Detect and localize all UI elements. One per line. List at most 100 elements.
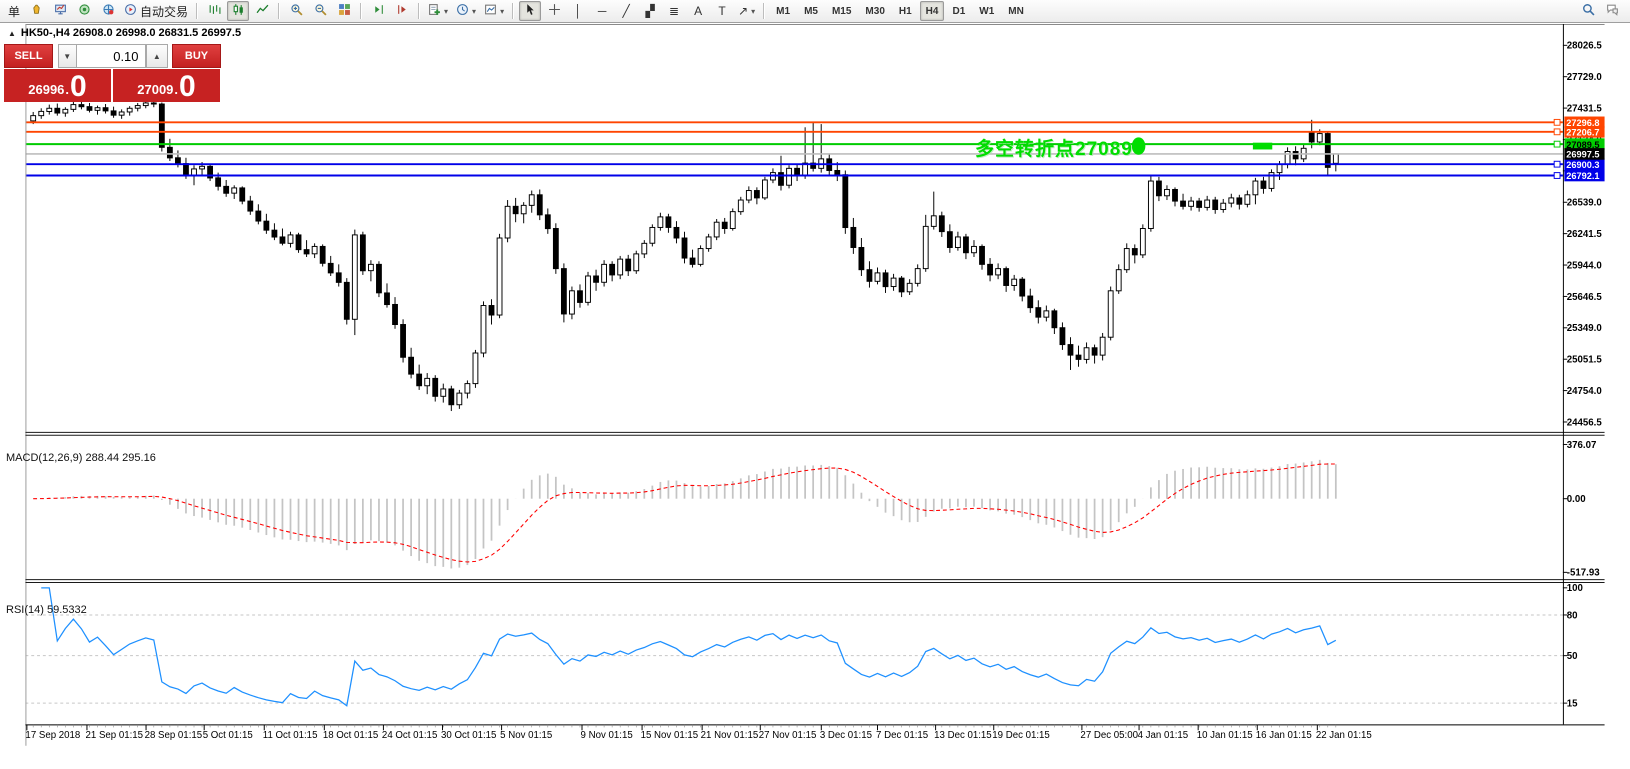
- chat-button[interactable]: [1601, 1, 1623, 21]
- chart-annotation[interactable]: 多空转折点27089: [975, 139, 1133, 160]
- buy-price-display[interactable]: 27009 . 0: [113, 69, 220, 102]
- svg-text:5 Nov 01:15: 5 Nov 01:15: [500, 730, 552, 741]
- fibonacci-icon: ≣: [669, 4, 680, 18]
- svg-text:24754.0: 24754.0: [1567, 386, 1602, 397]
- navigator-icon: [78, 3, 91, 19]
- periods-icon: [456, 3, 469, 19]
- indicators-button[interactable]: ▾: [425, 1, 451, 21]
- one-click-trading-panel: SELL ▼ ▲ BUY 26996 . 0 27009 . 0: [4, 44, 222, 102]
- crosshair-button[interactable]: [543, 1, 565, 21]
- chat-icon: [1606, 3, 1619, 19]
- collapse-panel-icon[interactable]: ▲: [8, 29, 16, 38]
- bar-chart-button[interactable]: [203, 1, 225, 21]
- autotrading-button[interactable]: 自动交易: [121, 1, 191, 21]
- sell-price-big-digit: 0: [70, 70, 87, 103]
- candles-layer: [30, 98, 1339, 412]
- line-chart-button[interactable]: [251, 1, 273, 21]
- terminal-button[interactable]: [97, 1, 119, 21]
- sell-button[interactable]: SELL: [4, 44, 53, 68]
- cursor-icon: [524, 3, 537, 19]
- svg-text:4 Jan 01:15: 4 Jan 01:15: [1138, 730, 1189, 741]
- search-button[interactable]: [1577, 1, 1599, 21]
- candlestick-chart-button[interactable]: [227, 1, 250, 21]
- svg-text:24 Oct 01:15: 24 Oct 01:15: [382, 730, 437, 741]
- svg-text:26997.5: 26997.5: [1566, 150, 1599, 160]
- text-button[interactable]: A: [687, 1, 709, 21]
- macd-indicator-label: MACD(12,26,9) 288.44 295.16: [6, 452, 156, 464]
- dropdown-arrow-icon[interactable]: ▾: [751, 6, 756, 16]
- chart-shift-button[interactable]: [391, 1, 413, 21]
- arrows-button[interactable]: ↗ ▾: [735, 1, 758, 21]
- svg-text:10 Jan 01:15: 10 Jan 01:15: [1197, 730, 1253, 741]
- trendline-button[interactable]: ╱: [615, 1, 637, 21]
- svg-text:9 Nov 01:15: 9 Nov 01:15: [581, 730, 633, 741]
- svg-text:26792.1: 26792.1: [1566, 171, 1599, 181]
- timeframe-h1-button[interactable]: H1: [898, 5, 912, 17]
- timeframe-w1-button[interactable]: W1: [979, 5, 995, 17]
- svg-text:25944.0: 25944.0: [1567, 260, 1602, 271]
- templates-icon: [484, 3, 497, 19]
- equidistant-channel-icon: ▞: [645, 4, 655, 18]
- zoom-out-button[interactable]: [309, 1, 331, 21]
- buy-button[interactable]: BUY: [172, 44, 222, 68]
- svg-text:27206.7: 27206.7: [1566, 128, 1599, 138]
- svg-text:5 Oct 01:15: 5 Oct 01:15: [203, 730, 253, 741]
- cursor-button[interactable]: [519, 1, 542, 21]
- svg-text:50: 50: [1567, 651, 1578, 662]
- chart-ohlc-header: ▲ HK50-,H4 26908.0 26998.0 26831.5 26997.…: [8, 27, 241, 39]
- buy-price-sep: .: [174, 82, 179, 97]
- volume-decrease-button[interactable]: ▼: [57, 44, 77, 68]
- text-label-button[interactable]: T: [711, 1, 733, 21]
- market-watch-button[interactable]: [49, 1, 71, 21]
- svg-text:26900.3: 26900.3: [1566, 160, 1599, 170]
- timeframe-m30-button[interactable]: M30: [865, 5, 885, 17]
- volume-input[interactable]: [76, 44, 146, 68]
- svg-text:26539.0: 26539.0: [1567, 198, 1602, 209]
- chart-window: 28026.527729.027431.527134.026836.526539…: [0, 24, 1630, 769]
- candlestick-chart-icon: [232, 3, 245, 19]
- tile-windows-icon: [338, 3, 351, 19]
- svg-text:11 Oct 01:15: 11 Oct 01:15: [263, 730, 318, 741]
- timeframe-m5-button[interactable]: M5: [804, 5, 818, 17]
- zoom-in-button[interactable]: [285, 1, 307, 21]
- equidistant-channel-button[interactable]: ▞: [639, 1, 661, 21]
- templates-button[interactable]: ▾: [481, 1, 507, 21]
- vertical-line-button[interactable]: │: [567, 1, 589, 21]
- dropdown-arrow-icon[interactable]: ▾: [500, 6, 505, 16]
- svg-text:30 Oct 01:15: 30 Oct 01:15: [441, 730, 496, 741]
- macd-histogram: [40, 459, 1337, 569]
- new-order-button[interactable]: [25, 1, 47, 21]
- svg-text:-517.93: -517.93: [1567, 568, 1600, 579]
- svg-text:80: 80: [1567, 610, 1578, 621]
- horizontal-line-button[interactable]: ─: [591, 1, 613, 21]
- svg-text:17 Sep 2018: 17 Sep 2018: [25, 730, 80, 741]
- text-label-icon: T: [718, 4, 726, 18]
- dropdown-arrow-icon[interactable]: ▾: [444, 6, 449, 16]
- svg-text:28 Sep 01:15: 28 Sep 01:15: [145, 730, 203, 741]
- indicators-icon: [428, 3, 441, 19]
- sell-price-display[interactable]: 26996 . 0: [4, 69, 111, 102]
- volume-increase-button[interactable]: ▲: [145, 44, 169, 68]
- periods-button[interactable]: ▾: [453, 1, 479, 21]
- orders-menu-label: 单: [8, 4, 21, 19]
- svg-text:27 Dec 05:00: 27 Dec 05:00: [1080, 730, 1138, 741]
- buy-price-big-digit: 0: [179, 70, 196, 103]
- sell-price-main: 26996: [28, 82, 65, 97]
- chart-canvas[interactable]: 28026.527729.027431.527134.026836.526539…: [0, 24, 1630, 769]
- timeframe-d1-button[interactable]: D1: [952, 5, 966, 17]
- timeframe-m1-button[interactable]: M1: [776, 5, 791, 17]
- svg-text:22 Jan 01:15: 22 Jan 01:15: [1316, 730, 1372, 741]
- auto-scroll-button[interactable]: [367, 1, 389, 21]
- new-order-icon: [30, 3, 43, 19]
- timeframe-mn-button[interactable]: MN: [1008, 5, 1024, 17]
- autotrading-icon: [124, 3, 137, 19]
- toolbar: 单 自动交易 ▾ ▾ ▾ │ ─ ╱ ▞ ≣ A T ↗ ▾ M1 M5 M15 M30 H1 H4 D1 W1 MN: [0, 0, 1630, 23]
- timeframe-h4-button[interactable]: H4: [919, 1, 945, 21]
- dropdown-arrow-icon[interactable]: ▾: [472, 6, 477, 16]
- fibonacci-button[interactable]: ≣: [663, 1, 685, 21]
- timeframe-m15-button[interactable]: M15: [831, 5, 852, 17]
- tile-windows-button[interactable]: [333, 1, 355, 21]
- toolbar-separator: [763, 3, 766, 19]
- navigator-button[interactable]: [73, 1, 95, 21]
